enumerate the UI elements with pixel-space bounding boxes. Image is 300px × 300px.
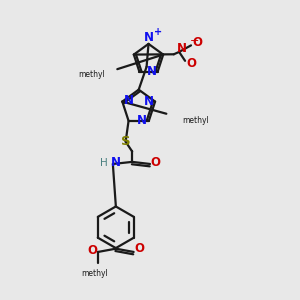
Text: S: S bbox=[121, 135, 131, 148]
Text: N: N bbox=[137, 114, 147, 127]
Text: N: N bbox=[147, 65, 157, 78]
Text: methyl: methyl bbox=[182, 116, 209, 125]
Text: O: O bbox=[186, 57, 196, 70]
Text: N: N bbox=[124, 94, 134, 106]
Text: +: + bbox=[154, 27, 162, 37]
Text: O: O bbox=[192, 36, 202, 49]
Text: O: O bbox=[150, 156, 160, 169]
Text: methyl: methyl bbox=[78, 70, 105, 79]
Text: O: O bbox=[87, 244, 97, 257]
Text: N: N bbox=[144, 95, 154, 108]
Text: O: O bbox=[135, 242, 145, 256]
Text: N: N bbox=[111, 156, 122, 169]
Text: −: − bbox=[190, 36, 199, 46]
Text: H: H bbox=[100, 158, 107, 168]
Text: methyl: methyl bbox=[82, 269, 108, 278]
Text: N: N bbox=[144, 31, 154, 44]
Text: N: N bbox=[177, 42, 187, 56]
